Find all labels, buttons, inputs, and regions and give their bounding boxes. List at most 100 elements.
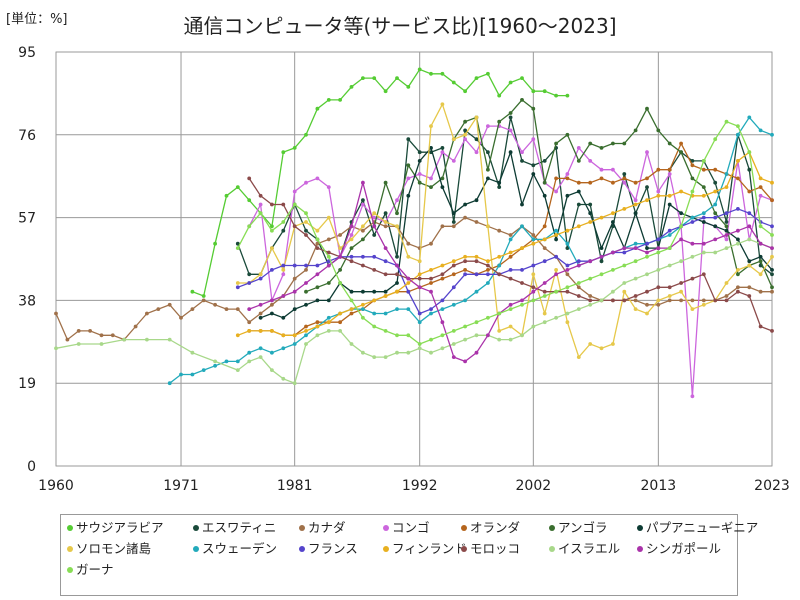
data-point bbox=[599, 176, 604, 181]
data-point bbox=[770, 329, 774, 333]
data-point bbox=[486, 224, 490, 229]
data-point bbox=[520, 246, 524, 251]
data-point bbox=[338, 320, 342, 325]
data-point bbox=[326, 98, 331, 102]
y-tick-label: 95 bbox=[18, 45, 36, 61]
data-point bbox=[451, 342, 456, 346]
series-line bbox=[237, 102, 773, 359]
data-point bbox=[406, 193, 411, 198]
data-point bbox=[622, 180, 627, 185]
data-point bbox=[701, 159, 706, 163]
data-point bbox=[372, 298, 377, 303]
data-point bbox=[338, 281, 342, 285]
data-point bbox=[326, 281, 331, 285]
data-point bbox=[258, 346, 263, 351]
data-point bbox=[349, 233, 354, 237]
data-point bbox=[383, 224, 388, 229]
data-point bbox=[349, 311, 354, 316]
data-point bbox=[474, 272, 479, 277]
legend-marker bbox=[383, 524, 389, 531]
legend-marker bbox=[383, 545, 389, 552]
data-point bbox=[542, 311, 547, 316]
data-point bbox=[417, 159, 422, 163]
data-point bbox=[690, 241, 695, 246]
data-point bbox=[486, 333, 490, 338]
legend-item: イスラエル bbox=[549, 541, 620, 557]
data-point bbox=[395, 272, 399, 277]
data-point bbox=[656, 189, 661, 194]
data-point bbox=[451, 285, 456, 290]
data-point bbox=[576, 259, 581, 264]
data-point bbox=[520, 76, 524, 80]
data-point bbox=[611, 211, 615, 216]
data-point bbox=[383, 220, 388, 224]
data-point bbox=[565, 268, 570, 272]
data-point bbox=[542, 193, 547, 198]
data-point bbox=[656, 237, 661, 242]
legend-item: フィンランド bbox=[383, 541, 467, 557]
data-point bbox=[497, 185, 502, 190]
data-point bbox=[747, 189, 752, 194]
data-point bbox=[599, 272, 604, 277]
data-point bbox=[304, 333, 308, 338]
data-point bbox=[736, 176, 740, 181]
data-point bbox=[326, 263, 331, 268]
data-point bbox=[281, 263, 286, 268]
series-group bbox=[54, 67, 774, 399]
data-point bbox=[247, 359, 252, 364]
data-point bbox=[588, 298, 593, 303]
data-point bbox=[736, 207, 740, 211]
legend-marker bbox=[299, 545, 305, 552]
data-point bbox=[99, 342, 104, 346]
data-point bbox=[645, 241, 649, 246]
data-point bbox=[701, 302, 706, 307]
data-point bbox=[349, 237, 354, 242]
data-point bbox=[542, 237, 547, 242]
data-point bbox=[554, 289, 558, 294]
legend-marker bbox=[637, 545, 643, 552]
data-point bbox=[395, 307, 399, 311]
data-point bbox=[520, 159, 524, 163]
data-point bbox=[588, 202, 593, 207]
data-point bbox=[633, 198, 638, 203]
data-point bbox=[349, 259, 354, 264]
data-point bbox=[383, 246, 388, 251]
data-point bbox=[736, 228, 740, 233]
data-point bbox=[770, 233, 774, 237]
data-point bbox=[474, 259, 479, 264]
data-point bbox=[463, 337, 467, 342]
data-point bbox=[690, 254, 695, 259]
data-point bbox=[531, 324, 536, 329]
data-point bbox=[565, 193, 570, 198]
data-point bbox=[429, 146, 433, 150]
data-point bbox=[565, 172, 570, 176]
data-point bbox=[383, 211, 388, 216]
data-point bbox=[463, 202, 467, 207]
data-point bbox=[770, 268, 774, 272]
data-point bbox=[326, 237, 331, 242]
data-point bbox=[395, 333, 399, 338]
data-point bbox=[667, 233, 672, 237]
data-point bbox=[451, 272, 456, 277]
data-point bbox=[372, 324, 377, 329]
data-point bbox=[395, 281, 399, 285]
data-point bbox=[463, 324, 467, 329]
data-point bbox=[542, 89, 547, 94]
data-point bbox=[258, 329, 263, 333]
data-point bbox=[235, 285, 240, 290]
data-point bbox=[451, 224, 456, 229]
data-point bbox=[542, 180, 547, 185]
data-point bbox=[406, 281, 411, 285]
data-point bbox=[542, 246, 547, 251]
data-point bbox=[383, 355, 388, 359]
data-point bbox=[724, 224, 729, 229]
data-point bbox=[542, 259, 547, 264]
data-point bbox=[611, 220, 615, 224]
data-point bbox=[463, 254, 467, 259]
data-point bbox=[201, 368, 206, 372]
data-point bbox=[338, 233, 342, 237]
data-point bbox=[429, 176, 433, 181]
data-point bbox=[349, 246, 354, 251]
data-point bbox=[315, 298, 320, 303]
data-point bbox=[281, 220, 286, 224]
